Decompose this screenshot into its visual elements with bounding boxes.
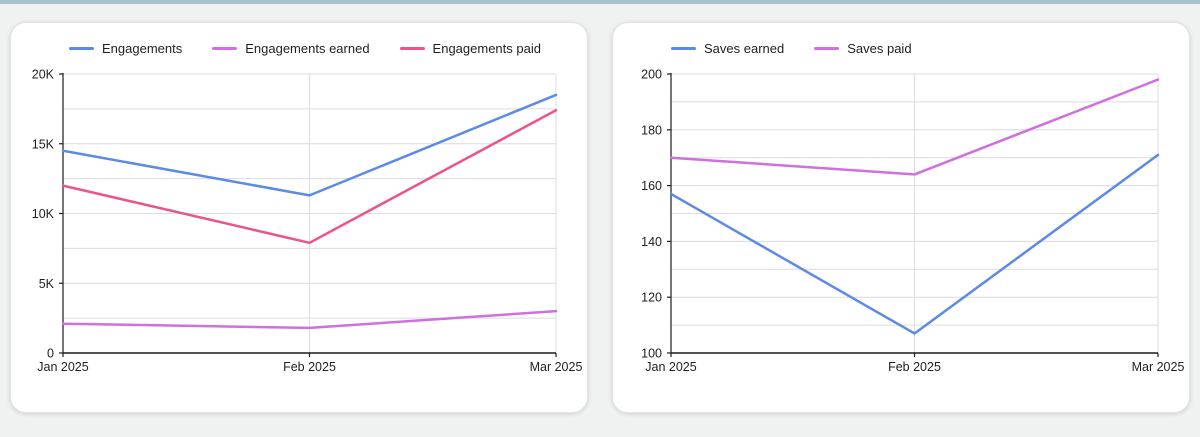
legend-line-swatch <box>814 47 840 50</box>
series-line-saves-earned <box>669 153 1160 335</box>
engagements-chart-card: Engagements Engagements earned Engagements… <box>10 22 588 413</box>
series-line-engagements-earned <box>61 309 558 330</box>
legend-item: Saves earned <box>671 41 784 56</box>
y-tick-label: 100 <box>641 347 662 361</box>
saves-legend: Saves earned Saves paid <box>671 41 912 56</box>
y-tick-label: 120 <box>641 291 662 305</box>
legend-label: Engagements paid <box>432 41 541 56</box>
engagements-legend: Engagements Engagements earned Engagements… <box>69 41 541 56</box>
y-tick-label: 20K <box>32 68 55 82</box>
legend-label: Saves paid <box>847 41 912 56</box>
legend-line-swatch <box>399 47 425 50</box>
legend-label: Engagements earned <box>245 41 370 56</box>
y-tick-label: 0 <box>47 347 54 361</box>
x-tick-label: Jan 2025 <box>37 360 88 374</box>
legend-item: Engagements earned <box>212 41 370 56</box>
legend-item: Engagements paid <box>399 41 541 56</box>
y-tick-label: 15K <box>32 137 55 151</box>
legend-line-swatch <box>671 47 696 50</box>
x-tick-label: Mar 2025 <box>1132 360 1185 374</box>
saves-chart-card: Saves earned Saves paid 100 120 140 160 180 20… <box>612 22 1190 413</box>
engagements-line-chart: 0 5K 10K 15K 20K Jan 2025 Feb 2025 Mar 2025 <box>32 68 583 375</box>
x-tick-label: Mar 2025 <box>530 360 583 374</box>
series-line-engagements-paid <box>61 109 558 245</box>
y-tick-label: 180 <box>641 123 662 137</box>
y-tick-label: 200 <box>641 68 662 82</box>
x-tick-label: Jan 2025 <box>645 360 696 374</box>
x-tick-label: Feb 2025 <box>283 360 336 374</box>
legend-line-swatch <box>69 47 94 50</box>
legend-item: Saves paid <box>814 41 912 56</box>
top-accent-bar <box>0 0 1200 4</box>
legend-label: Engagements <box>102 41 183 56</box>
saves-line-chart: 100 120 140 160 180 200 Jan 2025 Feb 2025 Mar 20… <box>641 68 1185 375</box>
legend-label: Saves earned <box>704 41 785 56</box>
x-tick-label: Feb 2025 <box>888 360 941 374</box>
y-tick-label: 5K <box>39 277 55 291</box>
series-line-engagements <box>61 93 558 197</box>
legend-line-swatch <box>212 47 238 50</box>
y-tick-label: 160 <box>641 179 662 193</box>
y-tick-label: 140 <box>641 235 662 249</box>
legend-item: Engagements <box>69 41 182 56</box>
y-tick-label: 10K <box>32 207 55 221</box>
series-line-saves-paid <box>669 78 1160 176</box>
